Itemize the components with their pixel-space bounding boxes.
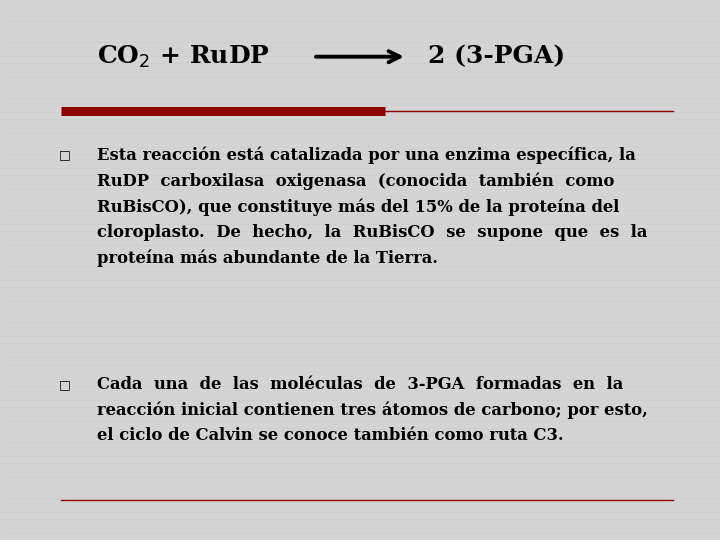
- Text: Esta reacción está catalizada por una enzima específica, la
RuDP  carboxilasa  o: Esta reacción está catalizada por una en…: [97, 147, 647, 267]
- Text: 2 (3-PGA): 2 (3-PGA): [428, 45, 565, 69]
- Text: □: □: [59, 148, 71, 161]
- Text: CO$_2$ + RuDP: CO$_2$ + RuDP: [97, 44, 270, 70]
- Text: □: □: [59, 378, 71, 391]
- Text: Cada  una  de  las  moléculas  de  3-PGA  formadas  en  la
reacción inicial cont: Cada una de las moléculas de 3-PGA forma…: [97, 376, 648, 444]
